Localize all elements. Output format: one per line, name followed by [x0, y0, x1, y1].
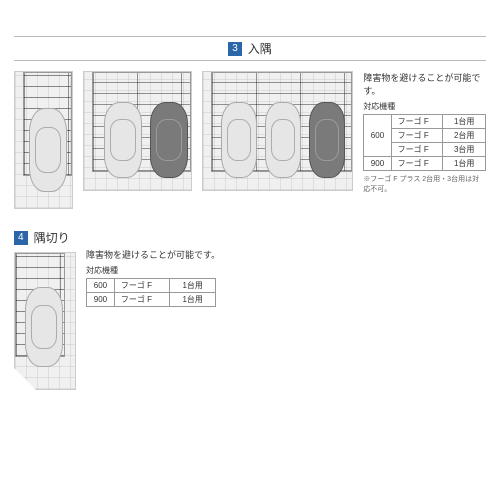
- diagram-3c: [202, 71, 353, 191]
- cell-capacity: 1台用: [170, 279, 216, 293]
- cell-name: フーゴ F: [114, 293, 169, 307]
- cell-size: 900: [87, 293, 115, 307]
- cell-capacity: 1台用: [443, 115, 486, 129]
- table-row: 900 フーゴ F 1台用: [364, 157, 486, 171]
- section-3-table-title: 対応機種: [363, 101, 486, 112]
- cell-name: フーゴ F: [391, 157, 443, 171]
- cell-size: 900: [364, 157, 391, 171]
- section-4-table-title: 対応機種: [86, 265, 256, 276]
- cell-capacity: 2台用: [443, 129, 486, 143]
- section-3-body: 障害物を避けることが可能です。 対応機種 600 フーゴ F 1台用 フーゴ F…: [14, 71, 486, 209]
- diagram-3b: [83, 71, 193, 191]
- diagram-4a: [14, 252, 76, 390]
- section-3-info: 障害物を避けることが可能です。 対応機種 600 フーゴ F 1台用 フーゴ F…: [363, 71, 486, 194]
- table-row: 600 フーゴ F 1台用: [364, 115, 486, 129]
- cell-size: 600: [87, 279, 115, 293]
- section-4-badge: 4: [14, 231, 28, 245]
- table-row: 600 フーゴ F 1台用: [87, 279, 216, 293]
- section-4-header: 4 隅切り: [14, 229, 486, 246]
- cell-capacity: 1台用: [443, 157, 486, 171]
- section-4-table: 600 フーゴ F 1台用 900 フーゴ F 1台用: [86, 278, 216, 307]
- section-4-title: 隅切り: [34, 229, 70, 246]
- section-3-badge: 3: [228, 42, 242, 56]
- cell-capacity: 3台用: [443, 143, 486, 157]
- diagram-3a: [14, 71, 73, 209]
- section-3-header: 3 入隅: [14, 36, 486, 61]
- section-3-note: ※フーゴ F プラス 2台用・3台用は対応不可。: [363, 174, 486, 194]
- cell-name: フーゴ F: [114, 279, 169, 293]
- section-3-title: 入隅: [248, 40, 272, 57]
- section-4-caption: 障害物を避けることが可能です。: [86, 248, 256, 261]
- cell-name: フーゴ F: [391, 115, 443, 129]
- section-4-info: 障害物を避けることが可能です。 対応機種 600 フーゴ F 1台用 900 フ…: [86, 248, 256, 307]
- cell-name: フーゴ F: [391, 143, 443, 157]
- section-3-caption: 障害物を避けることが可能です。: [363, 71, 486, 97]
- cell-name: フーゴ F: [391, 129, 443, 143]
- section-4-body: 障害物を避けることが可能です。 対応機種 600 フーゴ F 1台用 900 フ…: [14, 248, 486, 390]
- cell-size: 600: [364, 115, 391, 157]
- table-row: 900 フーゴ F 1台用: [87, 293, 216, 307]
- cell-capacity: 1台用: [170, 293, 216, 307]
- section-3-table: 600 フーゴ F 1台用 フーゴ F 2台用 フーゴ F 3台用 900 フー…: [363, 114, 486, 171]
